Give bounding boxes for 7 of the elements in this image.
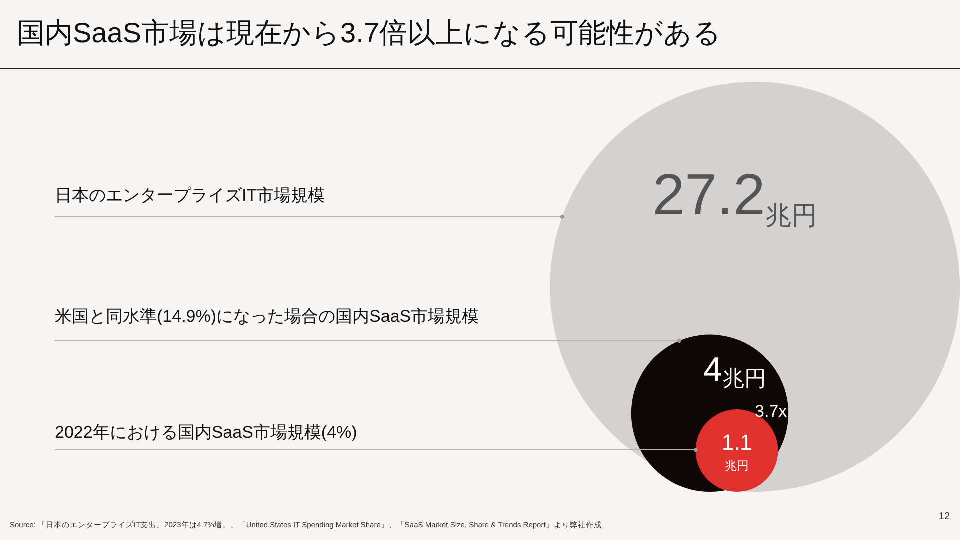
category-label: 米国と同水準(14.9%)になった場合の国内SaaS市場規模: [55, 307, 480, 326]
data-label: 1.1兆円: [722, 430, 752, 473]
text: 国内SaaS市場は現在から3.7倍以上になる可能性がある: [17, 18, 722, 48]
text: 12: [938, 512, 950, 522]
category-label: 日本のエンタープライズIT市場規模: [55, 186, 326, 205]
text: 3.7x: [755, 402, 788, 421]
category-label: 2022年における国内SaaS市場規模(4%): [55, 423, 358, 442]
